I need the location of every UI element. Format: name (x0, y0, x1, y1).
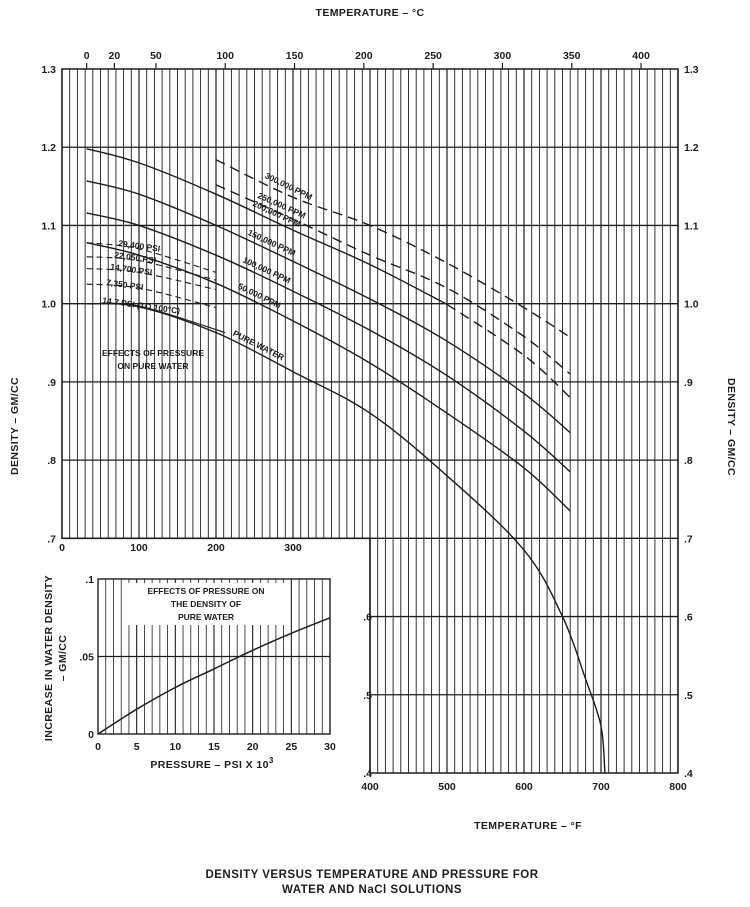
x2-tick-label: 200 (355, 50, 373, 62)
inset-y-axis-title: INCREASE IN WATER DENSITY – GM/CC (43, 575, 69, 741)
x2-tick-label: 300 (494, 50, 512, 62)
series-150-000-ppm-line (86, 180, 571, 434)
inset-x-tick-label: 10 (169, 741, 181, 753)
inset-x-axis-title: PRESSURE – PSI X 103 (150, 756, 273, 771)
x-tick-label: 100 (130, 542, 148, 554)
inset-title-background (124, 583, 288, 625)
x-tick-label: 200 (207, 542, 225, 554)
x-tick-label-origin: 0 (59, 542, 65, 554)
pressure-curve (86, 256, 217, 281)
y-tick-label: .8 (47, 455, 56, 467)
x2-tick-label: 20 (109, 50, 121, 62)
y2-tick-label: 1.0 (684, 299, 699, 311)
y2-tick-label: .6 (684, 612, 693, 624)
y-tick-label: 1.1 (41, 220, 56, 232)
inset-x-tick-label: 25 (285, 741, 297, 753)
y2-tick-label: .5 (684, 690, 693, 702)
y-axis-title-left: DENSITY – GM/CC (9, 377, 21, 475)
plot-frame (61, 68, 679, 774)
y2-tick-label: 1.1 (684, 220, 699, 232)
inset-x-tick-label: 5 (134, 741, 140, 753)
series-250-000-ppm-line (215, 184, 571, 375)
x-tick-label: 700 (592, 781, 610, 793)
inset-chart (97, 578, 331, 735)
inset-x-tick-label: 20 (247, 741, 259, 753)
inset-chart-curves (97, 617, 331, 735)
y2-tick-label: .8 (684, 455, 693, 467)
figure-caption: DENSITY VERSUS TEMPERATURE AND PRESSURE … (205, 869, 538, 896)
x-tick-label: 800 (669, 781, 687, 793)
x-tick-label: 300 (284, 542, 302, 554)
inset-y-tick-label: 0 (88, 729, 94, 741)
y-tick-label: 1.2 (41, 142, 56, 154)
x2-tick-label: 150 (286, 50, 304, 62)
y-tick-label: .9 (47, 377, 56, 389)
y-tick-label: .5 (363, 690, 372, 702)
pressure-curve (86, 267, 217, 291)
x2-tick-label: 400 (632, 50, 650, 62)
inset-y-tick-label: .05 (79, 652, 94, 664)
inset-series-line (97, 617, 331, 735)
y2-tick-label: .4 (684, 768, 693, 780)
x-tick-label: 400 (361, 781, 379, 793)
y-tick-label: 1.0 (41, 299, 56, 311)
x-tick-label: 500 (438, 781, 456, 793)
series-50-000-ppm-line (86, 242, 571, 512)
y-tick-label: .4 (363, 768, 372, 780)
y-tick-label: 1.3 (41, 64, 56, 76)
series-200-000-ppm-dashed-line (446, 303, 571, 399)
x2-axis-title: TEMPERATURE – °C (316, 7, 425, 19)
pressure-curve (86, 242, 217, 273)
x-axis-title: TEMPERATURE – °F (474, 820, 582, 832)
inset-x-tick-label: 15 (208, 741, 220, 753)
series-300-000-ppm-line (215, 159, 571, 338)
y2-tick-label: 1.2 (684, 142, 699, 154)
y2-tick-label: 1.3 (684, 64, 699, 76)
x2-tick-label: 0 (84, 50, 90, 62)
pressure-label: 14.7 PSI (TO 100°C) (102, 295, 181, 316)
y2-tick-label: .7 (684, 533, 693, 545)
inset-x-tick-label: 30 (324, 741, 336, 753)
x-tick-label: 600 (515, 781, 533, 793)
x2-tick-label: 50 (150, 50, 162, 62)
pressure-label: 7,350 PSI (106, 277, 144, 292)
y-axis-title-right: DENSITY – GM/CC (725, 378, 737, 476)
pressure-curve (86, 302, 226, 334)
x2-tick-label: 350 (563, 50, 581, 62)
y-tick-label: .6 (363, 612, 372, 624)
inset-y-tick-label: .1 (85, 574, 94, 586)
y2-tick-label: .9 (684, 377, 693, 389)
inset-title: EFFECTS OF PRESSURE ON THE DENSITY OF PURE… (147, 586, 264, 622)
inset-x-tick-label: 0 (95, 741, 101, 753)
series-100-000-ppm-line (86, 212, 571, 473)
x2-tick-label: 100 (216, 50, 234, 62)
pressure-curve (86, 283, 217, 309)
y-tick-label: .7 (47, 533, 56, 545)
x2-tick-label: 250 (424, 50, 442, 62)
pressure-annotation: EFFECTS OF PRESSURE ON PURE WATER (102, 348, 204, 371)
series-200-000-ppm-line (86, 148, 448, 306)
series-pure-water-line (86, 302, 606, 774)
main-chart-grid (61, 63, 679, 774)
